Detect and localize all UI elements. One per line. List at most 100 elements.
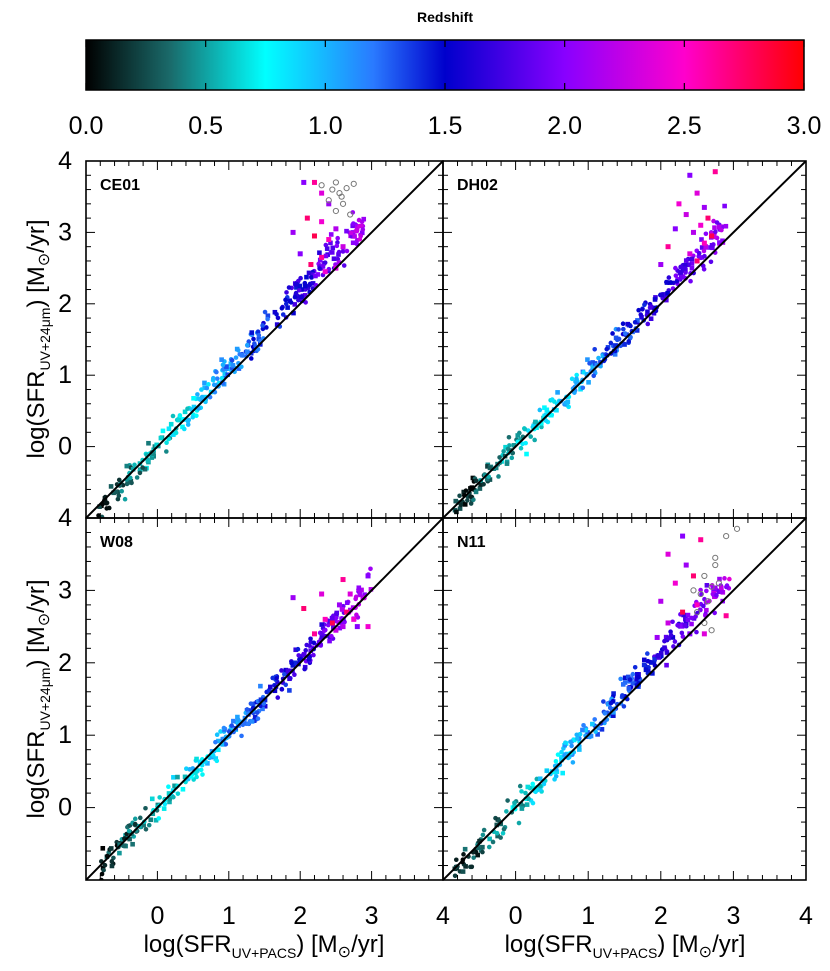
data-point xyxy=(627,677,633,682)
high-z-point xyxy=(319,254,325,260)
data-point xyxy=(463,488,469,493)
data-point xyxy=(132,462,137,468)
data-point xyxy=(533,419,538,425)
data-point xyxy=(301,652,306,658)
data-point xyxy=(265,313,271,319)
y-label-sun: ⊙ xyxy=(36,253,53,266)
data-point xyxy=(563,740,568,746)
data-point xyxy=(114,489,119,495)
data-point xyxy=(260,706,265,712)
data-point xyxy=(350,223,356,229)
colorbar-tick-label: 3.0 xyxy=(787,112,822,140)
data-point xyxy=(524,802,530,807)
data-point xyxy=(251,336,256,342)
data-point xyxy=(292,294,298,300)
data-point xyxy=(666,275,672,280)
data-point xyxy=(518,445,524,451)
open-point xyxy=(347,211,354,218)
data-point xyxy=(532,437,537,443)
data-point xyxy=(554,769,560,774)
data-point xyxy=(724,583,730,588)
data-point xyxy=(622,342,627,347)
open-point xyxy=(712,554,719,561)
data-point xyxy=(673,273,679,278)
data-point xyxy=(210,375,216,381)
data-point xyxy=(609,706,615,712)
axis-ticks xyxy=(85,517,444,881)
high-z-point xyxy=(698,537,704,543)
data-point xyxy=(625,321,631,327)
high-z-point xyxy=(333,226,339,232)
axis-ticks xyxy=(442,160,807,519)
open-point xyxy=(701,572,708,580)
data-point xyxy=(336,260,342,265)
data-point xyxy=(320,630,325,636)
colorbar-ticks: 0.0 0.5 1.0 1.5 2.0 2.5 3.0 xyxy=(69,40,822,140)
data-point xyxy=(477,838,482,844)
high-z-point xyxy=(301,179,307,185)
high-z-point xyxy=(311,233,317,239)
data-point xyxy=(279,305,285,311)
open-point xyxy=(733,525,741,532)
data-point xyxy=(309,272,315,277)
data-point xyxy=(686,262,691,268)
data-point xyxy=(680,634,686,639)
data-point xyxy=(248,701,254,706)
data-point xyxy=(279,687,285,692)
data-point xyxy=(503,444,508,450)
high-z-point xyxy=(723,613,729,619)
data-point xyxy=(275,315,281,321)
high-z-point xyxy=(701,631,707,637)
data-point xyxy=(670,619,675,625)
data-point xyxy=(235,717,241,723)
data-point xyxy=(485,464,490,469)
data-point xyxy=(630,681,636,686)
data-point xyxy=(523,440,528,446)
high-z-point xyxy=(687,172,693,178)
data-point xyxy=(149,455,155,460)
data-point xyxy=(651,310,657,316)
data-point xyxy=(294,285,299,290)
data-point xyxy=(245,721,251,727)
data-point xyxy=(689,256,695,262)
data-point xyxy=(622,331,628,336)
panel-n11: N11 0 1 2 3 4 xyxy=(442,517,813,930)
data-point xyxy=(480,832,486,838)
data-point xyxy=(688,278,693,284)
data-point xyxy=(689,261,695,266)
data-point xyxy=(613,335,619,341)
data-point xyxy=(610,331,615,336)
data-point xyxy=(328,240,333,246)
data-point xyxy=(368,566,373,572)
scatter-points xyxy=(452,169,729,515)
data-point xyxy=(590,721,595,727)
data-point xyxy=(296,653,301,658)
data-point xyxy=(628,323,633,329)
data-point xyxy=(493,465,499,471)
data-point xyxy=(626,686,632,691)
y-tick-label: 2 xyxy=(58,290,72,318)
data-point xyxy=(574,372,579,378)
data-point xyxy=(679,624,685,629)
data-point xyxy=(664,662,669,668)
high-z-point xyxy=(319,190,325,196)
data-point xyxy=(522,426,528,432)
data-point xyxy=(361,216,367,222)
data-point xyxy=(689,265,695,271)
data-point xyxy=(350,240,356,246)
high-z-point xyxy=(694,602,700,608)
high-z-point xyxy=(304,215,310,221)
data-point xyxy=(534,425,539,430)
data-point xyxy=(683,270,688,275)
data-point xyxy=(618,676,623,682)
data-point xyxy=(258,697,264,703)
data-point xyxy=(634,672,640,677)
x-tick-label: 0 xyxy=(509,902,523,930)
data-point xyxy=(249,330,255,335)
high-z-point xyxy=(676,201,682,207)
one-to-one-line xyxy=(443,518,806,880)
data-point xyxy=(537,786,543,792)
data-point xyxy=(167,799,172,805)
data-point xyxy=(635,318,640,323)
